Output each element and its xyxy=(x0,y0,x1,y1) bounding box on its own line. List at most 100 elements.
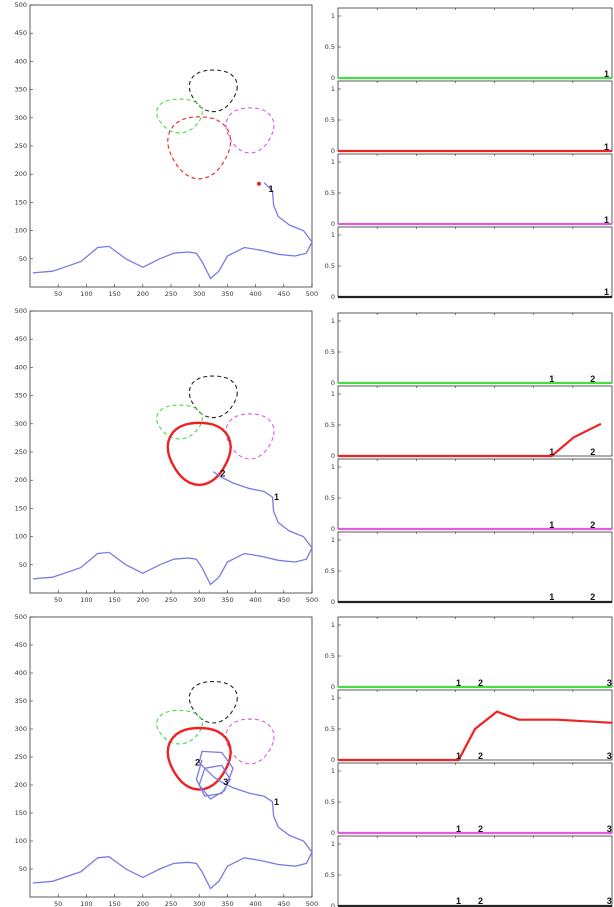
event-marker: 2 xyxy=(590,592,595,602)
y-tick-label: 0 xyxy=(331,683,335,691)
y-tick-label: 50 xyxy=(19,561,27,569)
region-magenta xyxy=(225,718,275,765)
x-tick-label: 50 xyxy=(54,900,62,907)
trajectory-label: 2 xyxy=(195,758,200,768)
signal-frame xyxy=(337,312,613,384)
trajectory-line xyxy=(32,182,313,280)
signal-frame xyxy=(337,80,613,152)
plot-frame xyxy=(29,310,313,594)
event-marker: 2 xyxy=(478,896,483,906)
y-tick-label: 100 xyxy=(15,227,27,235)
trajectory-line xyxy=(32,471,313,586)
x-tick-label: 450 xyxy=(278,290,290,298)
y-tick-label: 1 xyxy=(331,85,335,93)
event-marker: 3 xyxy=(607,824,612,834)
y-tick-label: 1 xyxy=(331,621,335,629)
x-tick-label: 100 xyxy=(80,596,92,604)
signal-frame xyxy=(337,762,613,834)
x-tick-label: 200 xyxy=(137,900,149,907)
y-tick-label: 0.5 xyxy=(325,567,335,575)
trajectory-line xyxy=(32,776,313,890)
x-tick-label: 350 xyxy=(221,596,233,604)
x-tick-label: 300 xyxy=(193,290,205,298)
x-tick-label: 100 xyxy=(80,900,92,907)
x-tick-label: 150 xyxy=(108,900,120,907)
y-tick-label: 0 xyxy=(331,147,335,155)
region-magenta xyxy=(225,107,275,154)
x-tick-label: 450 xyxy=(278,900,290,907)
x-tick-label: 400 xyxy=(249,290,261,298)
y-tick-label: 200 xyxy=(15,170,27,178)
y-tick-label: 0.5 xyxy=(325,494,335,502)
region-green xyxy=(156,709,203,745)
signal-frame xyxy=(337,385,613,457)
y-tick-label: 0 xyxy=(331,525,335,533)
region-red xyxy=(166,726,232,791)
y-tick-label: 350 xyxy=(15,697,27,705)
y-tick-label: 300 xyxy=(15,420,27,428)
region-red xyxy=(166,421,232,487)
signal-red xyxy=(338,710,613,762)
event-marker: 1 xyxy=(456,678,461,688)
trajectory-label: 1 xyxy=(268,184,273,194)
y-tick-label: 0.5 xyxy=(325,421,335,429)
x-tick-label: 150 xyxy=(108,290,120,298)
y-tick-label: 0 xyxy=(331,74,335,82)
y-tick-label: 450 xyxy=(15,29,27,37)
y-tick-label: 0 xyxy=(331,379,335,387)
x-tick-label: 250 xyxy=(165,596,177,604)
y-tick-label: 350 xyxy=(15,392,27,400)
y-tick-label: 0 xyxy=(331,220,335,228)
y-tick-label: 0.5 xyxy=(325,43,335,51)
trajectory-label: 1 xyxy=(274,797,279,807)
y-tick-label: 1 xyxy=(331,12,335,20)
x-tick-label: 450 xyxy=(278,596,290,604)
event-marker: 2 xyxy=(478,751,483,761)
plot-frame xyxy=(29,616,313,898)
y-tick-label: 150 xyxy=(15,198,27,206)
x-tick-label: 50 xyxy=(54,290,62,298)
y-tick-label: 1 xyxy=(331,317,335,325)
y-tick-label: 0.5 xyxy=(325,348,335,356)
y-tick-label: 350 xyxy=(15,86,27,94)
y-tick-label: 1 xyxy=(331,767,335,775)
event-marker: 1 xyxy=(549,447,554,457)
plot-frame xyxy=(29,4,313,288)
y-tick-label: 0 xyxy=(331,902,335,907)
x-tick-label: 500 xyxy=(306,900,318,907)
trajectory-label: 3 xyxy=(223,777,228,787)
y-tick-label: 0.5 xyxy=(325,116,335,124)
y-tick-label: 0.5 xyxy=(325,652,335,660)
y-tick-label: 100 xyxy=(15,533,27,541)
current-position-marker xyxy=(256,181,261,186)
event-marker: 3 xyxy=(607,678,612,688)
region-black xyxy=(188,375,238,419)
y-tick-label: 0 xyxy=(331,829,335,837)
signal-frame xyxy=(337,835,613,907)
event-marker: 1 xyxy=(604,287,609,297)
event-marker: 1 xyxy=(456,751,461,761)
trajectory-loops xyxy=(195,750,234,800)
trajectory-label: 1 xyxy=(274,492,279,502)
x-tick-label: 100 xyxy=(80,290,92,298)
x-tick-label: 200 xyxy=(137,596,149,604)
x-tick-label: 350 xyxy=(221,900,233,907)
signal-frame xyxy=(337,616,613,688)
y-tick-label: 0 xyxy=(331,598,335,606)
event-marker: 1 xyxy=(549,592,554,602)
x-tick-label: 150 xyxy=(108,596,120,604)
y-tick-label: 0 xyxy=(331,293,335,301)
y-tick-label: 500 xyxy=(15,613,27,621)
y-tick-label: 250 xyxy=(15,448,27,456)
signal-frame xyxy=(337,7,613,79)
y-tick-label: 0.5 xyxy=(325,798,335,806)
y-tick-label: 1 xyxy=(331,463,335,471)
signal-frame xyxy=(337,153,613,225)
x-tick-label: 400 xyxy=(249,900,261,907)
y-tick-label: 250 xyxy=(15,142,27,150)
signal-frame xyxy=(337,689,613,761)
event-marker: 1 xyxy=(604,69,609,79)
event-marker: 1 xyxy=(549,374,554,384)
y-tick-label: 300 xyxy=(15,725,27,733)
y-tick-label: 1 xyxy=(331,840,335,848)
